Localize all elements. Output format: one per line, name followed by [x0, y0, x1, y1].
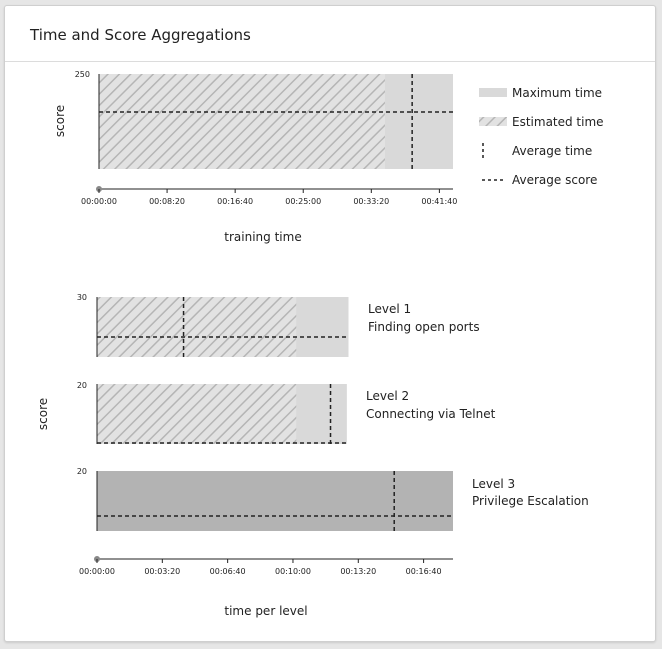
x-axis-tick-label: 00:16:40 — [217, 197, 253, 206]
level-name: Level 2 — [366, 389, 409, 403]
level-name: Level 1 — [368, 302, 411, 316]
x-axis-tick-label: 00:06:40 — [210, 567, 246, 576]
levels-y-axis-label: score — [36, 398, 50, 430]
x-axis-tick-label: 00:10:00 — [275, 567, 311, 576]
legend-label-estimated-time: Estimated time — [512, 115, 604, 129]
overall-y-axis-label: score — [53, 105, 67, 137]
levels-chart: score 30 Level 1 Finding open ports 20 L… — [36, 293, 589, 618]
overall-bars — [98, 74, 453, 169]
x-axis-tick-label: 00:33:20 — [353, 197, 389, 206]
overall-x-axis: 00:00:00 00:08:20 00:16:40 00:25:00 00:33:20… — [81, 186, 457, 206]
x-axis-tick-label: 00:03:20 — [144, 567, 180, 576]
legend-label-average-time: Average time — [512, 144, 592, 158]
level-subtitle: Finding open ports — [368, 320, 480, 334]
legend: Maximum time Estimated time Average time… — [479, 86, 604, 187]
legend-item-estimated-time: Estimated time — [479, 115, 604, 129]
levels-x-axis: 00:00:00 00:03:20 00:06:40 00:10:00 00:13:20… — [79, 556, 453, 576]
level-subtitle: Connecting via Telnet — [366, 407, 496, 421]
card-title: Time and Score Aggregations — [30, 26, 251, 44]
level-bars — [96, 471, 453, 531]
level-max-score-label: 30 — [77, 293, 87, 302]
legend-label-average-score: Average score — [512, 173, 597, 187]
levels-x-axis-label: time per level — [224, 604, 307, 618]
level-max-score-label: 20 — [77, 381, 87, 390]
legend-item-average-time: Average time — [482, 143, 592, 160]
x-axis-tick-label: 00:08:20 — [149, 197, 185, 206]
maximum-time-bar — [97, 471, 453, 531]
title-divider — [5, 61, 655, 62]
x-axis-tick-label: 00:00:00 — [81, 197, 117, 206]
level-name: Level 3 — [472, 477, 515, 491]
x-axis-tick-label: 00:00:00 — [79, 567, 115, 576]
level-max-score-label: 20 — [77, 467, 87, 476]
overall-y-tick-label: 250 — [75, 70, 90, 79]
level-row: 20 Level 3 Privilege Escalation — [77, 467, 589, 531]
legend-label-maximum-time: Maximum time — [512, 86, 602, 100]
legend-swatch-maximum-time — [479, 88, 507, 97]
level-bars — [96, 384, 347, 444]
estimated-time-bar — [97, 297, 297, 357]
legend-item-average-score: Average score — [482, 173, 597, 187]
overall-chart: score 250 00:00:00 00:08:20 00:16:40 00:25:… — [53, 70, 457, 244]
x-axis-tick-label: 00:25:00 — [285, 197, 321, 206]
level-row: 20 Level 2 Connecting via Telnet — [77, 381, 496, 444]
level-bars — [96, 297, 349, 357]
level-subtitle: Privilege Escalation — [472, 494, 589, 508]
x-axis-tick-label: 00:16:40 — [406, 567, 442, 576]
estimated-time-bar — [97, 384, 297, 444]
legend-item-maximum-time: Maximum time — [479, 86, 602, 100]
estimated-time-bar — [99, 74, 385, 169]
overall-x-axis-label: training time — [224, 230, 301, 244]
level-row: 30 Level 1 Finding open ports — [77, 293, 480, 357]
x-axis-tick-label: 00:41:40 — [421, 197, 457, 206]
legend-swatch-estimated-time — [479, 117, 507, 126]
x-axis-tick-label: 00:13:20 — [340, 567, 376, 576]
